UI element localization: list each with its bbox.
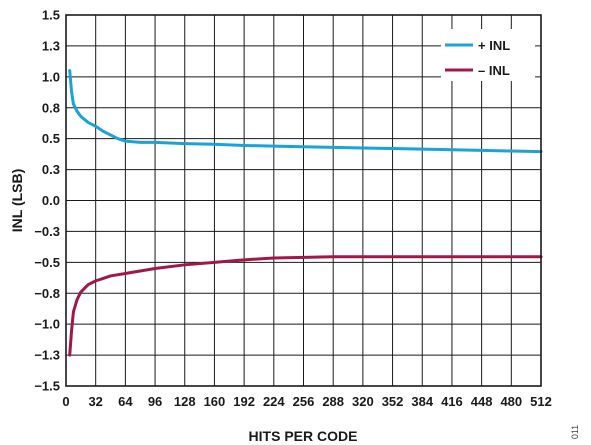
y-axis-title: INL (LSB): [9, 169, 25, 233]
y-tick-label: −0.3: [34, 224, 60, 239]
y-tick-label: −0.8: [34, 286, 60, 301]
x-tick-label: 224: [263, 394, 285, 409]
x-tick-label: 512: [530, 394, 552, 409]
y-tick-label: 1.0: [42, 69, 60, 84]
series-line-minus-inl: [68, 255, 543, 357]
series-line-plus-inl: [68, 69, 543, 154]
legend-label-minus-inl: – INL: [478, 63, 510, 78]
x-tick-label: 160: [204, 394, 226, 409]
x-tick-labels: 0 32 64 96 128 160 192 224 256 288 320 352 384 416 448…: [62, 394, 551, 409]
x-tick-label: 32: [88, 394, 102, 409]
chart-legend: + INL – INL: [441, 29, 535, 81]
x-axis-title: HITS PER CODE: [249, 428, 358, 444]
x-tick-label: 288: [322, 394, 344, 409]
y-tick-label: −1.0: [34, 317, 60, 332]
x-tick-label: 192: [233, 394, 255, 409]
chart-series: [68, 69, 543, 357]
legend-background: [441, 29, 535, 81]
y-tick-label: 1.5: [42, 8, 60, 23]
chart-grid: [66, 15, 541, 386]
x-tick-label: 128: [174, 394, 196, 409]
y-tick-label: −1.3: [34, 348, 60, 363]
x-tick-label: 64: [118, 394, 133, 409]
plot-frame: [65, 14, 542, 387]
y-tick-label: 0.0: [42, 193, 60, 208]
y-tick-label: 1.3: [42, 38, 60, 53]
x-tick-label: 320: [352, 394, 374, 409]
y-tick-label: 0.5: [42, 131, 60, 146]
figure-id: 011: [570, 425, 580, 439]
x-tick-label: 416: [441, 394, 463, 409]
x-tick-label: 0: [62, 394, 69, 409]
y-tick-label: 0.8: [42, 100, 60, 115]
y-tick-label: −0.5: [34, 255, 60, 270]
legend-label-plus-inl: + INL: [478, 38, 510, 53]
x-tick-label: 448: [471, 394, 493, 409]
x-tick-label: 384: [411, 394, 433, 409]
x-tick-label: 480: [500, 394, 522, 409]
x-tick-label: 256: [293, 394, 315, 409]
x-tick-label: 96: [148, 394, 162, 409]
x-tick-label: 352: [382, 394, 404, 409]
y-tick-label: 0.3: [42, 162, 60, 177]
y-tick-labels: 1.5 1.3 1.0 0.8 0.5 0.3 0.0 −0.3 −0.5 −0.8 −1.0 −1.…: [34, 8, 60, 394]
y-tick-label: −1.5: [34, 379, 60, 394]
